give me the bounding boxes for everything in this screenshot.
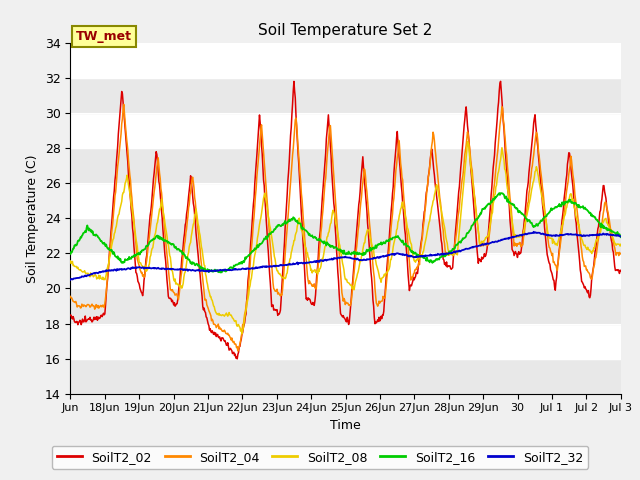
- Legend: SoilT2_02, SoilT2_04, SoilT2_08, SoilT2_16, SoilT2_32: SoilT2_02, SoilT2_04, SoilT2_08, SoilT2_…: [52, 446, 588, 469]
- Title: Soil Temperature Set 2: Soil Temperature Set 2: [259, 23, 433, 38]
- Bar: [70, 324, 621, 359]
- Bar: [70, 148, 621, 183]
- Bar: [70, 183, 621, 218]
- Bar: [70, 218, 621, 253]
- Text: TW_met: TW_met: [76, 30, 132, 43]
- Bar: [70, 288, 621, 324]
- Bar: [70, 359, 621, 394]
- Bar: [70, 78, 621, 113]
- Bar: [70, 43, 621, 78]
- X-axis label: Time: Time: [330, 419, 361, 432]
- Bar: [70, 113, 621, 148]
- Y-axis label: Soil Temperature (C): Soil Temperature (C): [26, 154, 39, 283]
- Bar: [70, 253, 621, 288]
